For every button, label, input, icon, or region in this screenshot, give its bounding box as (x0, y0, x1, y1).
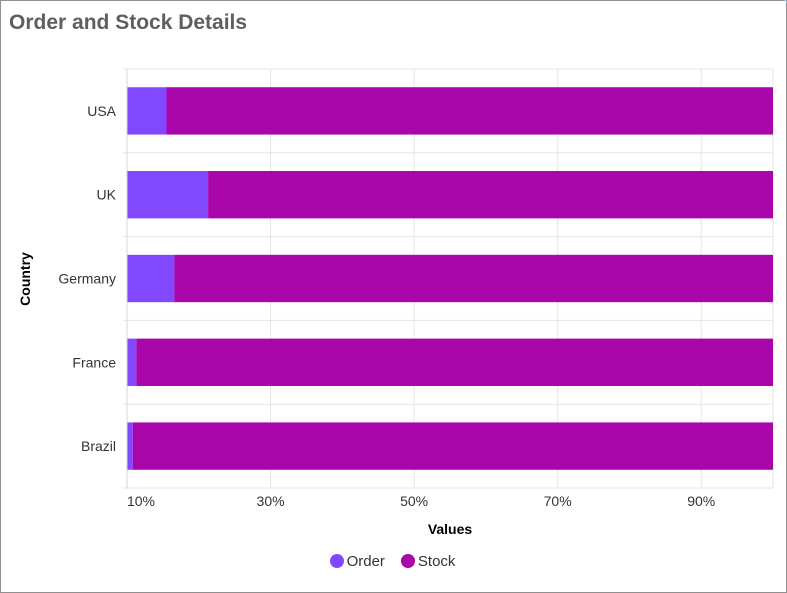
legend-label: Stock (417, 552, 456, 570)
bar-order-uk[interactable] (127, 171, 209, 219)
legend-circle-icon (329, 554, 344, 568)
legend-item-order[interactable]: Order (329, 552, 385, 570)
bar-order-france[interactable] (127, 338, 137, 386)
y-tick-label: USA (87, 103, 116, 119)
x-axis-title: Values (428, 521, 473, 537)
bar-stock-usa[interactable] (166, 87, 773, 135)
chart-legend: Order Stock (0, 549, 785, 573)
y-tick-label: Germany (58, 271, 116, 287)
y-tick-label: UK (97, 187, 117, 203)
x-tick-label: 10% (127, 493, 155, 509)
y-axis-title: Country (17, 252, 33, 306)
bar-series (127, 87, 774, 470)
y-tick-label: Brazil (81, 438, 116, 454)
legend-label: Order (346, 552, 385, 570)
y-tick-label: France (72, 354, 116, 370)
x-tick-label: 30% (257, 493, 285, 509)
grid-lines (123, 68, 774, 489)
bar-stock-uk[interactable] (208, 171, 773, 219)
chart-title: Order and Stock Details (9, 11, 248, 34)
legend-circle-icon (400, 554, 415, 568)
bar-order-brazil[interactable] (127, 422, 133, 470)
bar-order-usa[interactable] (127, 87, 167, 135)
bar-order-germany[interactable] (127, 254, 175, 303)
x-tick-label: 70% (544, 493, 572, 509)
bar-stock-germany[interactable] (174, 254, 773, 303)
x-tick-label: 90% (687, 493, 715, 509)
resize-corner-icon[interactable] (778, 0, 787, 9)
bar-stock-france[interactable] (136, 338, 773, 386)
legend-item-stock[interactable]: Stock (400, 552, 456, 570)
bar-stock-brazil[interactable] (132, 422, 774, 470)
axes: USA UK Germany France Brazil 10% 30% 50% 70% 90% (58, 69, 715, 509)
x-tick-label: 50% (400, 493, 428, 509)
